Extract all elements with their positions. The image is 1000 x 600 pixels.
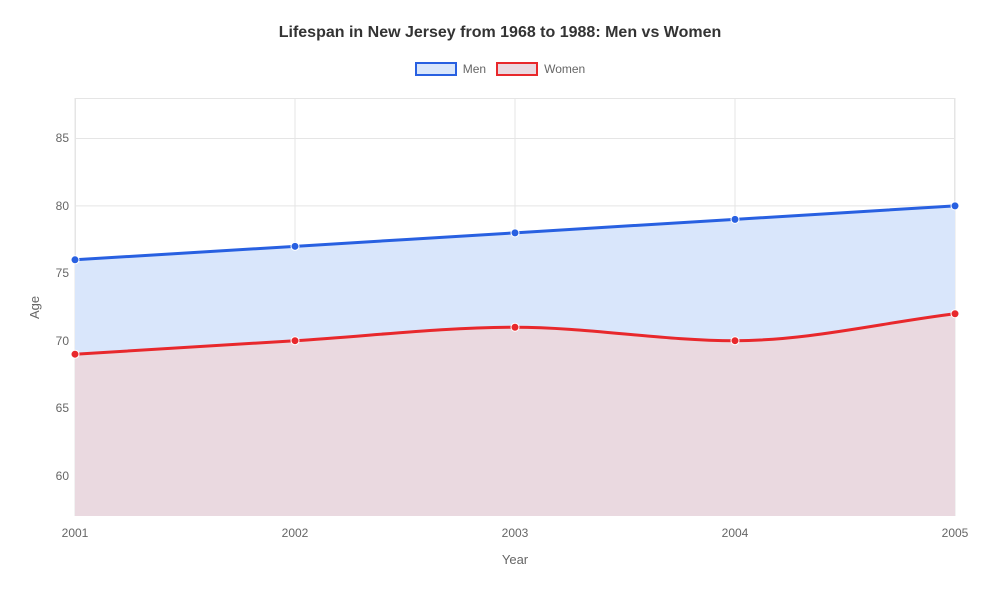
x-tick-label: 2002 xyxy=(282,526,309,540)
legend: Men Women xyxy=(0,62,1000,76)
y-axis-title: Age xyxy=(27,296,42,319)
y-tick-label: 85 xyxy=(45,131,69,145)
y-tick-label: 75 xyxy=(45,266,69,280)
legend-label-women: Women xyxy=(544,62,585,76)
plot-area xyxy=(75,98,955,516)
x-tick-label: 2003 xyxy=(502,526,529,540)
y-tick-label: 60 xyxy=(45,469,69,483)
plot-svg xyxy=(75,98,955,516)
chart-container: Lifespan in New Jersey from 1968 to 1988… xyxy=(0,0,1000,600)
legend-swatch-women xyxy=(496,62,538,76)
x-tick-label: 2001 xyxy=(62,526,89,540)
y-tick-label: 70 xyxy=(45,334,69,348)
legend-swatch-men xyxy=(415,62,457,76)
x-tick-label: 2005 xyxy=(942,526,969,540)
y-tick-label: 80 xyxy=(45,199,69,213)
x-tick-label: 2004 xyxy=(722,526,749,540)
legend-item-men: Men xyxy=(415,62,486,76)
chart-title: Lifespan in New Jersey from 1968 to 1988… xyxy=(0,24,1000,42)
legend-item-women: Women xyxy=(496,62,585,76)
x-axis-title: Year xyxy=(502,552,528,567)
legend-label-men: Men xyxy=(463,62,486,76)
y-tick-label: 65 xyxy=(45,401,69,415)
